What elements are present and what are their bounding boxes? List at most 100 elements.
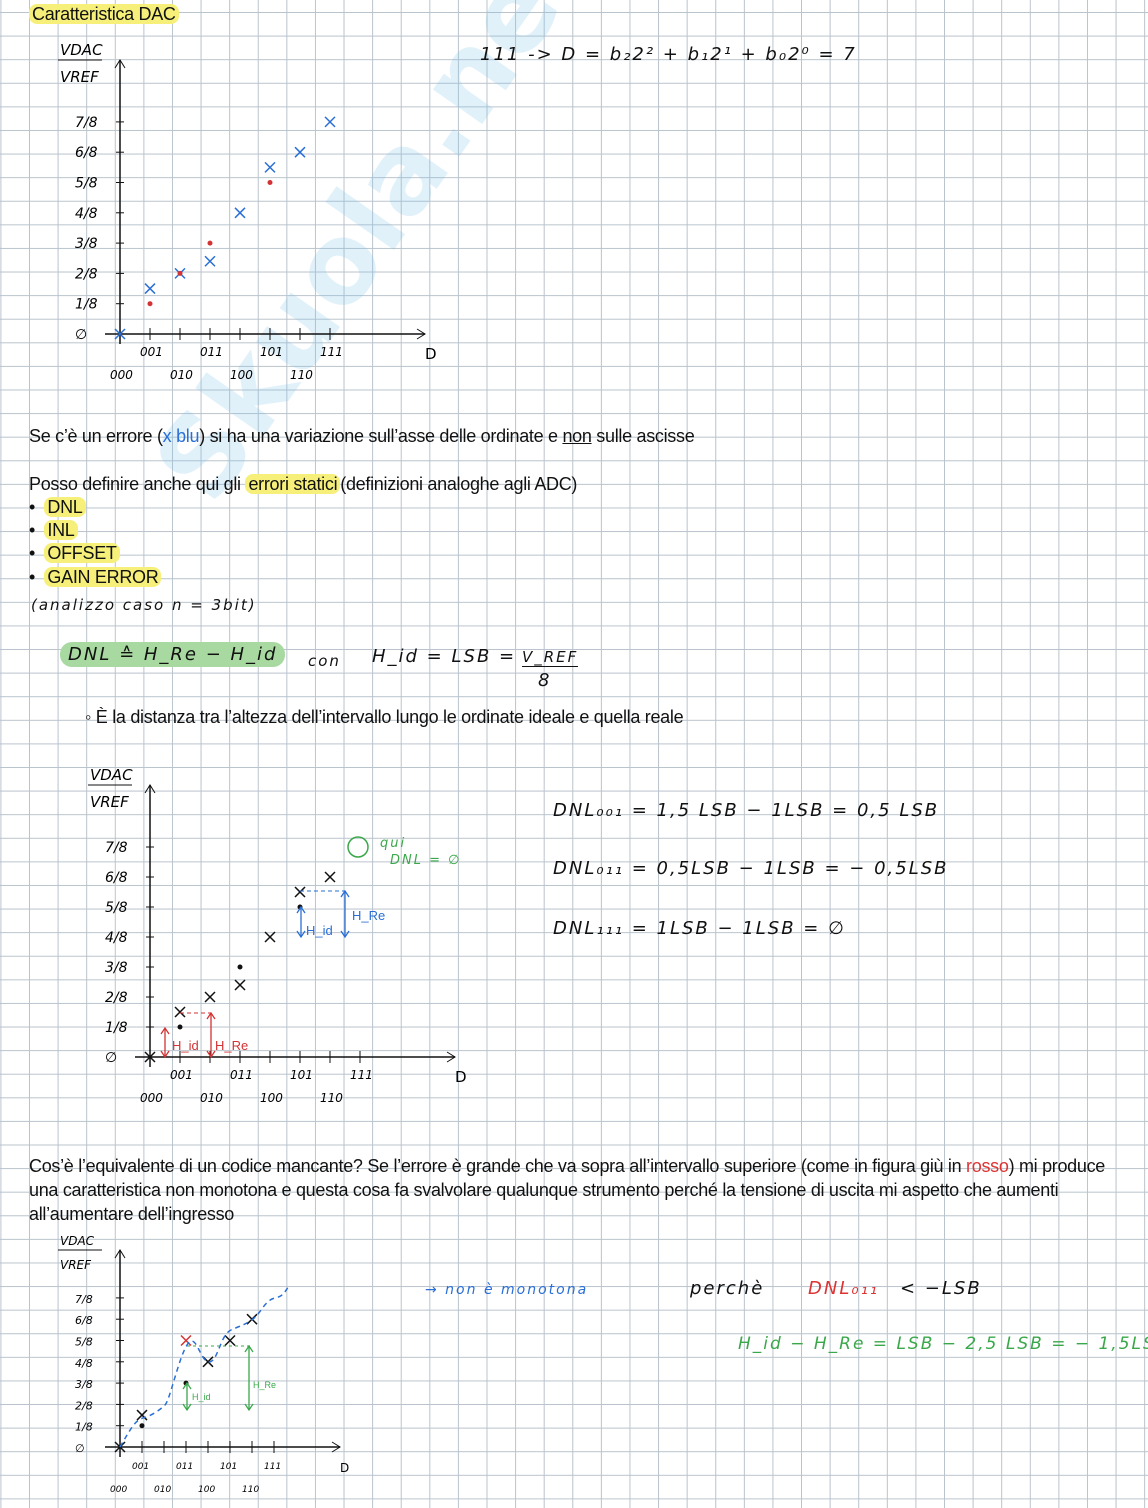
x-tick-label: 100	[260, 1091, 283, 1105]
y-label-numerator: VDAC	[60, 41, 103, 59]
data-point-x	[144, 1051, 156, 1063]
x-tick-label: 001	[132, 1462, 149, 1472]
y-tick-label: 2/8	[105, 990, 128, 1006]
y-tick-label: ∅	[75, 1442, 85, 1455]
x-tick-label: 111	[350, 1068, 373, 1082]
data-point-x	[136, 1409, 148, 1421]
bullet-item: • GAIN ERROR	[29, 567, 162, 588]
y-tick-label: 2/8	[75, 266, 98, 282]
data-point-x	[234, 979, 246, 991]
dashed-curve	[119, 1284, 291, 1448]
y-tick-label: 3/8	[105, 960, 128, 976]
x-tick-label: 000	[110, 368, 133, 382]
y-axis-arrow	[114, 59, 126, 69]
x-tick-label: 001	[140, 345, 163, 359]
y-label-numerator: VDAC	[90, 766, 133, 784]
y-tick-label: ∅	[75, 327, 87, 343]
hre-label-blue: H_Re	[352, 908, 385, 923]
x-tick-label: 100	[230, 368, 253, 382]
x-tick-label: 011	[230, 1068, 253, 1082]
x-tick-label: 010	[154, 1485, 171, 1495]
x-tick-label: 000	[110, 1485, 127, 1495]
x-label: D	[455, 1068, 467, 1086]
y-axis-arrow	[144, 784, 156, 794]
hre-arrow-green-heads	[244, 1344, 254, 1412]
y-tick-label: 7/8	[105, 840, 128, 856]
bullet-item: • DNL	[29, 497, 86, 518]
data-point-x	[224, 1334, 236, 1347]
sub-bullet: ◦ È la distanza tra l’altezza dell’inter…	[85, 707, 684, 727]
fraction-numerator: V_REF	[522, 648, 579, 667]
x-tick-label: 001	[170, 1068, 193, 1082]
data-point-dot	[177, 270, 183, 276]
data-point-dot	[237, 964, 243, 970]
hid-label-green: H_id	[192, 1392, 211, 1402]
annotation-dnl-zero: DNL = ∅	[390, 853, 462, 868]
data-point-x	[174, 1006, 186, 1018]
x-tick-label: 111	[264, 1462, 281, 1472]
y-label-denominator: VREF	[60, 1258, 92, 1272]
data-point-dot	[139, 1423, 145, 1429]
para2: Posso definire anche qui gli errori stat…	[29, 474, 578, 494]
data-point-x	[234, 207, 246, 219]
y-axis-arrow	[114, 1249, 126, 1259]
y-tick-label: 4/8	[75, 206, 98, 222]
x-tick-label: 100	[198, 1485, 215, 1495]
x-tick-label: 101	[260, 345, 283, 359]
hid-arrow-red-heads	[160, 1026, 170, 1059]
y-tick-label: 2/8	[75, 1399, 93, 1412]
x-tick-label: 110	[290, 368, 313, 382]
data-point-x	[144, 283, 156, 295]
formula-top: 111 -> D = b₂2² + b₁2¹ + b₀2⁰ = 7	[480, 44, 857, 65]
x-tick-label: 011	[200, 345, 223, 359]
data-point-dot	[177, 1024, 183, 1030]
non-monotona: → non è monotona	[425, 1282, 589, 1298]
x-label: D	[340, 1461, 349, 1475]
x-tick-label: 101	[220, 1462, 237, 1472]
hid-definition: H_id = LSB =	[372, 646, 517, 667]
data-point-dot	[147, 301, 153, 307]
para1: Se c’è un errore (x blu) si ha una varia…	[29, 426, 695, 446]
x-tick-label: 110	[242, 1485, 259, 1495]
x-tick-label: 010	[200, 1091, 223, 1105]
dnl-calc-001: DNL₀₀₁ = 1,5 LSB − 1LSB = 0,5 LSB	[553, 800, 940, 821]
data-point-x	[294, 146, 306, 158]
hid-arrow-blue-heads	[296, 905, 306, 939]
hid-label-blue: H_id	[306, 923, 333, 938]
data-point-x	[114, 328, 126, 340]
y-tick-label: 7/8	[75, 115, 98, 131]
y-tick-label: 5/8	[105, 900, 128, 916]
data-point-x	[204, 255, 216, 267]
y-tick-label: 5/8	[75, 176, 98, 192]
x-axis-arrow	[446, 1051, 456, 1063]
dnl-calc-011: DNL₀₁₁ = 0,5LSB − 1LSB = − 0,5LSB	[553, 858, 949, 879]
y-tick-label: 1/8	[75, 1421, 93, 1434]
y-tick-label: 4/8	[75, 1357, 93, 1370]
y-tick-label: 3/8	[75, 236, 98, 252]
x-axis-arrow	[331, 1441, 341, 1453]
y-tick-label: 7/8	[75, 1293, 93, 1306]
perche: perchè	[690, 1278, 765, 1299]
annotation-qui: qui	[380, 836, 407, 851]
y-label-denominator: VREF	[60, 68, 99, 86]
data-point-x	[204, 991, 216, 1003]
fraction-denominator: 8	[538, 670, 552, 691]
y-tick-label: ∅	[105, 1050, 117, 1066]
note-case: (analizzo caso n = 3bit)	[31, 596, 257, 614]
y-tick-label: 6/8	[75, 1314, 93, 1327]
data-point-x	[294, 886, 306, 898]
y-tick-label: 3/8	[75, 1378, 93, 1391]
y-label-numerator: VDAC	[60, 1234, 95, 1248]
data-point-x	[324, 116, 336, 128]
hid-hre-calc: H_id − H_Re = LSB − 2,5 LSB = − 1,5LSB	[738, 1334, 1148, 1354]
y-tick-label: 4/8	[105, 930, 128, 946]
data-point-x	[324, 871, 336, 883]
bullet-item: • INL	[29, 520, 78, 541]
para3: Cos’è l’equivalente di un codice mancant…	[29, 1156, 1106, 1224]
bullet-item: • OFFSET	[29, 543, 120, 564]
less-than-lsb: < −LSB	[900, 1278, 982, 1299]
x-tick-label: 101	[290, 1068, 313, 1082]
y-tick-label: 1/8	[105, 1020, 128, 1036]
y-tick-label: 5/8	[75, 1336, 93, 1349]
